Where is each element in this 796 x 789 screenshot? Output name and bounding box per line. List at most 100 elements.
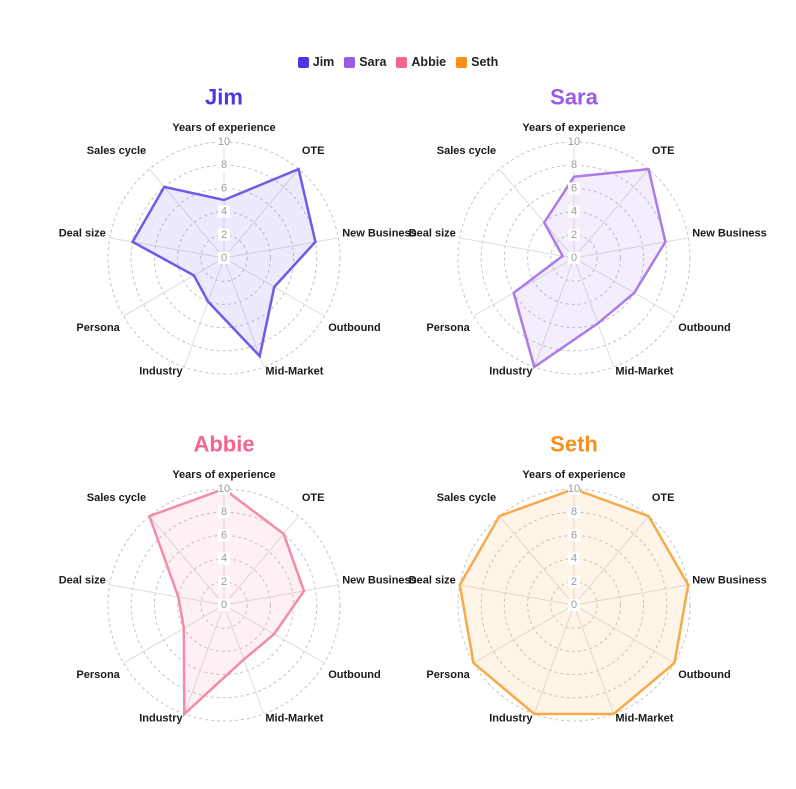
axis-spoke	[223, 237, 339, 259]
tick-label-bg	[218, 228, 230, 241]
axis-spoke	[223, 515, 299, 606]
axis-spoke	[473, 604, 575, 664]
axis-spoke	[573, 237, 689, 259]
tick-label-bg	[568, 182, 580, 195]
tick-label: 6	[221, 529, 227, 541]
axis-label: Years of experience	[172, 122, 275, 134]
chart-title: Sara	[550, 85, 598, 110]
legend-swatch	[396, 56, 408, 68]
axis-label: Persona	[426, 669, 470, 681]
tick-label: 2	[221, 576, 227, 588]
tick-label: 8	[571, 159, 577, 171]
tick-label: 8	[571, 506, 577, 518]
legend-item-sara[interactable]: Sara	[344, 52, 386, 72]
axis-spoke	[223, 257, 265, 368]
axis-label: OTE	[652, 145, 675, 157]
legend-label: Seth	[471, 55, 499, 69]
tick-label-bg	[218, 506, 230, 519]
axis-spoke	[573, 168, 649, 259]
axis-spoke	[573, 604, 615, 715]
axis-spoke	[533, 604, 575, 715]
tick-label: 4	[571, 553, 577, 565]
axis-label: New Business	[692, 228, 767, 240]
tick-label: 0	[571, 599, 577, 611]
axis-label: Years of experience	[172, 469, 275, 481]
tick-label-bg	[218, 575, 230, 588]
axis-label: Industry	[489, 713, 533, 725]
tick-label-bg	[568, 136, 580, 148]
axis-label: Deal size	[59, 228, 106, 240]
axis-spoke	[223, 168, 299, 259]
axis-label: Outbound	[328, 669, 381, 681]
grid-circle	[503, 534, 645, 676]
tick-label-bg	[218, 205, 230, 218]
axis-spoke	[459, 584, 575, 606]
chart-title: Seth	[550, 432, 598, 457]
grid-circle	[153, 187, 295, 329]
axis-label: New Business	[692, 575, 767, 587]
legend-item-seth[interactable]: Seth	[456, 52, 498, 72]
axis-label: OTE	[302, 492, 325, 504]
axis-spoke	[183, 604, 225, 715]
axis-spoke	[573, 584, 689, 606]
legend-item-abbie[interactable]: Abbie	[396, 52, 446, 72]
axis-label: Sales cycle	[437, 145, 496, 157]
axis-label: Sales cycle	[87, 492, 146, 504]
axis-label: Years of experience	[522, 122, 625, 134]
axis-spoke	[109, 584, 225, 606]
tick-label-bg	[218, 159, 230, 172]
radar-chart-sara: Sara 0 2 4 6 8 10 Years of experience OTE New Bus…	[409, 85, 767, 378]
chart-title: Jim	[205, 85, 243, 110]
grid-circle	[480, 164, 668, 352]
axis-spoke	[459, 237, 575, 259]
tick-label-bg	[568, 205, 580, 218]
axis-spoke	[499, 515, 575, 606]
tick-label: 4	[221, 206, 227, 218]
tick-label: 8	[221, 506, 227, 518]
axis-label: Mid-Market	[615, 713, 673, 725]
axis-label: Sales cycle	[437, 492, 496, 504]
grid-circle	[130, 164, 318, 352]
legend-swatch	[456, 56, 468, 68]
axis-spoke	[223, 584, 339, 606]
tick-label: 2	[571, 576, 577, 588]
axis-label: Persona	[426, 322, 470, 334]
tick-label: 10	[218, 136, 230, 148]
axis-spoke	[123, 604, 225, 664]
axis-spoke	[573, 257, 615, 368]
axis-spoke	[123, 257, 225, 317]
tick-label: 10	[568, 136, 580, 148]
tick-label: 8	[221, 159, 227, 171]
tick-label: 0	[221, 252, 227, 264]
tick-label: 10	[568, 483, 580, 495]
tick-label: 0	[571, 252, 577, 264]
chart-title: Abbie	[193, 432, 254, 457]
legend: Jim Sara Abbie Seth	[0, 52, 796, 72]
legend-label: Abbie	[411, 55, 447, 69]
series-area-sara	[512, 167, 667, 370]
radar-chart-abbie: Abbie 0 2 4 6 8 10 Years of experience OTE New Bu…	[59, 432, 417, 725]
axis-label: Sales cycle	[87, 145, 146, 157]
axis-label: OTE	[652, 492, 675, 504]
tick-label-bg	[568, 506, 580, 519]
tick-label-bg	[218, 552, 230, 565]
axis-spoke	[533, 257, 575, 368]
axis-spoke	[573, 257, 675, 317]
tick-label: 6	[571, 529, 577, 541]
tick-label: 4	[221, 553, 227, 565]
axis-label: Outbound	[678, 669, 731, 681]
axis-spoke	[499, 168, 575, 259]
axis-label: Years of experience	[522, 469, 625, 481]
radar-chart-jim: Jim 0 2 4 6 8 10 Years of experience OTE New Busi…	[59, 85, 417, 378]
legend-item-jim[interactable]: Jim	[297, 52, 334, 72]
axis-label: Deal size	[409, 575, 456, 587]
tick-label: 6	[571, 182, 577, 194]
tick-label-bg	[218, 182, 230, 195]
tick-label-bg	[568, 599, 580, 611]
legend-swatch	[297, 56, 309, 68]
axis-spoke	[573, 604, 675, 664]
tick-label: 10	[218, 483, 230, 495]
axis-label: New Business	[342, 575, 417, 587]
grid-circle	[130, 511, 318, 699]
